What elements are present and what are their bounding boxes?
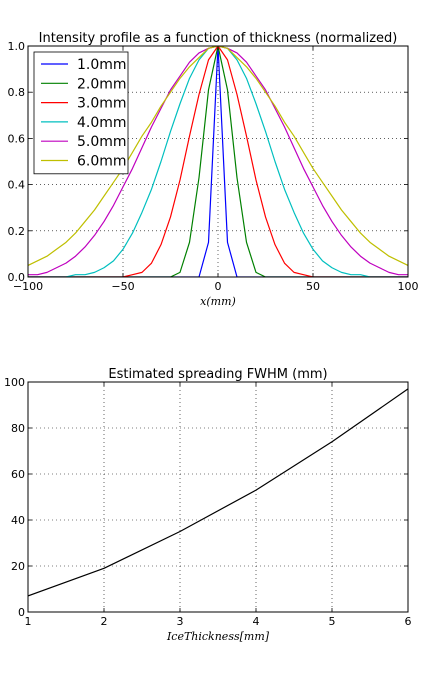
x-axis-label: IceThickness[mm] — [166, 630, 270, 643]
y-tick-label: 0.0 — [8, 271, 26, 284]
x-tick-label: −50 — [111, 280, 134, 293]
x-tick-label: 5 — [329, 615, 336, 628]
chart-title: Estimated spreading FWHM (mm) — [108, 367, 327, 382]
y-tick-label: 60 — [11, 468, 25, 481]
y-tick-label: 0.8 — [8, 86, 26, 99]
legend-label: 1.0mm — [77, 57, 127, 73]
x-tick-label: 100 — [398, 280, 419, 293]
x-tick-label: 4 — [253, 615, 260, 628]
plot-area — [28, 382, 408, 612]
y-tick-label: 1.0 — [8, 40, 26, 53]
series-line-0 — [28, 388, 408, 597]
legend: 1.0mm 2.0mm 3.0mm 4.0mm 5.0mm 6.0mm — [33, 51, 129, 175]
series-line-60mm — [28, 46, 408, 266]
x-tick-label: −100 — [13, 280, 43, 293]
plot-frame — [27, 45, 409, 278]
y-tick-label: 20 — [11, 560, 25, 573]
legend-label: 4.0mm — [77, 115, 127, 131]
y-tick-label: 0.4 — [8, 179, 26, 192]
chart-title: Intensity profile as a function of thick… — [39, 31, 398, 46]
series-group — [28, 46, 408, 277]
y-tick-label: 0.2 — [8, 225, 26, 238]
legend-label: 2.0mm — [77, 76, 127, 92]
legend-label: 6.0mm — [77, 154, 127, 170]
series-line-40mm — [28, 46, 408, 277]
legend-label: 5.0mm — [77, 134, 127, 150]
x-tick-label: 3 — [177, 615, 184, 628]
y-tick-label: 0.6 — [8, 132, 26, 145]
plot-frame — [27, 381, 409, 613]
y-tick-label: 0 — [18, 606, 25, 619]
x-tick-label: 6 — [405, 615, 412, 628]
x-tick-label: 1 — [25, 615, 32, 628]
series-line-50mm — [28, 46, 408, 276]
y-tick-label: 80 — [11, 422, 25, 435]
y-tick-label: 40 — [11, 514, 25, 527]
chart-top: −100 −50 0 50 100 0.0 0.2 0.4 0.6 0.8 1.0 Intensity… — [8, 31, 419, 308]
y-tick-label: 100 — [4, 376, 25, 389]
x-tick-label: 50 — [306, 280, 320, 293]
legend-box — [33, 51, 129, 175]
legend-label: 3.0mm — [77, 96, 127, 112]
x-tick-label: 2 — [101, 615, 108, 628]
x-axis-label: x(mm) — [200, 295, 236, 308]
series-group — [28, 388, 408, 597]
x-tick-label: 0 — [215, 280, 222, 293]
